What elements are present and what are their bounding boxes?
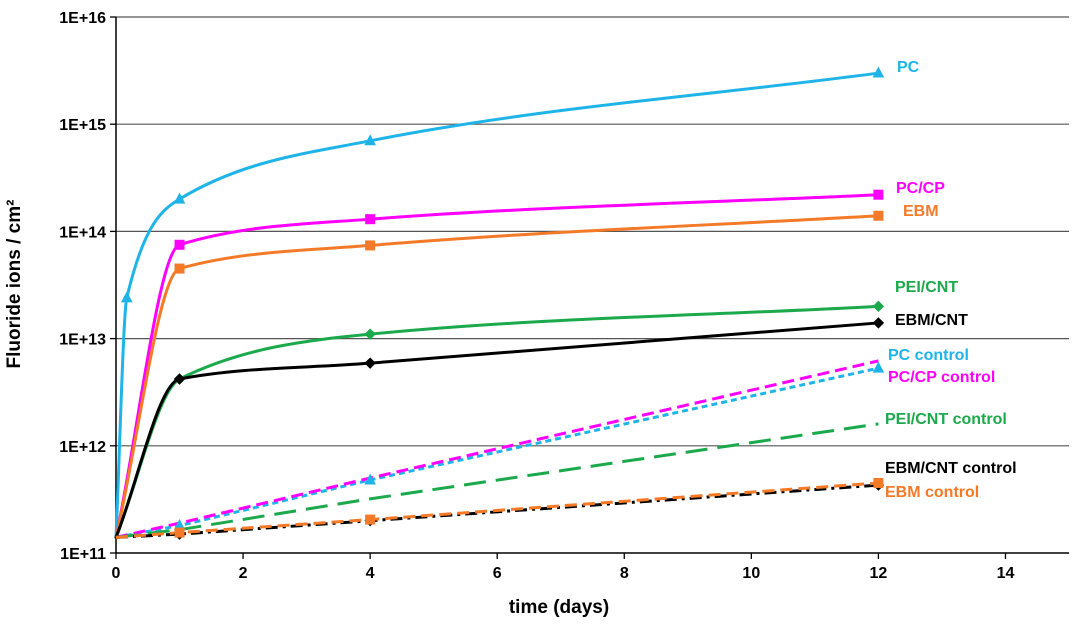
series-line-ebm-control xyxy=(115,481,879,539)
series-label-pei-cnt-control: PEI/CNT control xyxy=(885,411,1007,428)
marker-ebm-cnt xyxy=(364,357,376,369)
series-line-pei-cnt xyxy=(114,304,880,539)
y-tick-label: 1E+13 xyxy=(59,332,106,349)
series-lines xyxy=(114,71,880,539)
marker-pc-control xyxy=(364,473,376,485)
marker-pei-cnt xyxy=(364,328,376,340)
marker-pei-cnt xyxy=(872,300,885,313)
series-line-ebm-cnt-control xyxy=(115,483,879,539)
series-line-ebm xyxy=(114,214,880,539)
y-tick-label: 1E+11 xyxy=(60,546,106,563)
marker-ebm-control xyxy=(174,527,185,538)
series-label-pc-cp-control: PC/CP control xyxy=(888,369,995,386)
series-label-ebm-cnt: EBM/CNT xyxy=(895,312,968,329)
y-tick-label: 1E+15 xyxy=(59,117,106,134)
y-axis-title: Fluoride ions / cm² xyxy=(4,200,25,369)
series-labels: PC PC/CP EBM PEI/CNT EBM/CNT PC control PC/CP … xyxy=(885,59,1017,501)
axes xyxy=(110,16,1069,559)
series-label-pc-control: PC control xyxy=(888,347,969,364)
series-label-pc: PC xyxy=(897,59,920,76)
marker-pc xyxy=(872,66,885,78)
series-label-ebm: EBM xyxy=(903,203,939,220)
marker-ebm xyxy=(365,240,376,251)
series-line-pc-control xyxy=(115,366,879,539)
x-tick-label: 8 xyxy=(620,565,629,582)
series-label-pei-cnt: PEI/CNT xyxy=(895,279,958,296)
series-line-pc-cp-control xyxy=(115,359,879,539)
y-tick-label: 1E+12 xyxy=(59,439,106,456)
y-tick-label: 1E+14 xyxy=(59,224,106,241)
y-tick-label: 1E+16 xyxy=(59,10,106,27)
marker-ebm-cnt xyxy=(173,373,186,385)
x-tick-label: 4 xyxy=(366,565,375,582)
marker-pc-cp xyxy=(174,239,185,250)
x-tick-label: 14 xyxy=(997,565,1015,582)
series-label-ebm-cnt-control: EBM/CNT control xyxy=(885,460,1017,477)
marker-pc-cp xyxy=(365,214,376,225)
series-line-pc xyxy=(114,71,880,539)
marker-ebm-control xyxy=(365,514,376,525)
marker-pc xyxy=(173,192,186,204)
series-line-pc-cp xyxy=(114,193,880,539)
x-tick-label: 10 xyxy=(742,565,760,582)
x-tick-label: 6 xyxy=(493,565,502,582)
series-label-ebm-control: EBM control xyxy=(885,484,979,501)
marker-pc xyxy=(120,291,133,303)
marker-pc-control xyxy=(872,361,885,373)
series-line-ebm-cnt xyxy=(114,321,880,539)
series-label-pc-cp: PC/CP xyxy=(896,180,945,197)
x-tick-label: 0 xyxy=(112,565,121,582)
tick-labels: 1E+11 1E+12 1E+13 1E+14 1E+15 1E+16 0 2 4 6 8 10 12 1… xyxy=(59,10,1014,582)
marker-ebm xyxy=(174,263,185,274)
marker-ebm xyxy=(873,210,884,221)
x-tick-label: 2 xyxy=(239,565,248,582)
marker-pc-cp xyxy=(873,189,884,200)
series-line-pei-cnt-control xyxy=(115,422,879,539)
x-tick-label: 12 xyxy=(870,565,888,582)
x-axis-title: time (days) xyxy=(509,597,609,618)
marker-pc xyxy=(364,134,376,146)
series-markers xyxy=(120,66,885,540)
marker-ebm-cnt xyxy=(872,317,885,329)
marker-ebm-control xyxy=(873,477,884,488)
